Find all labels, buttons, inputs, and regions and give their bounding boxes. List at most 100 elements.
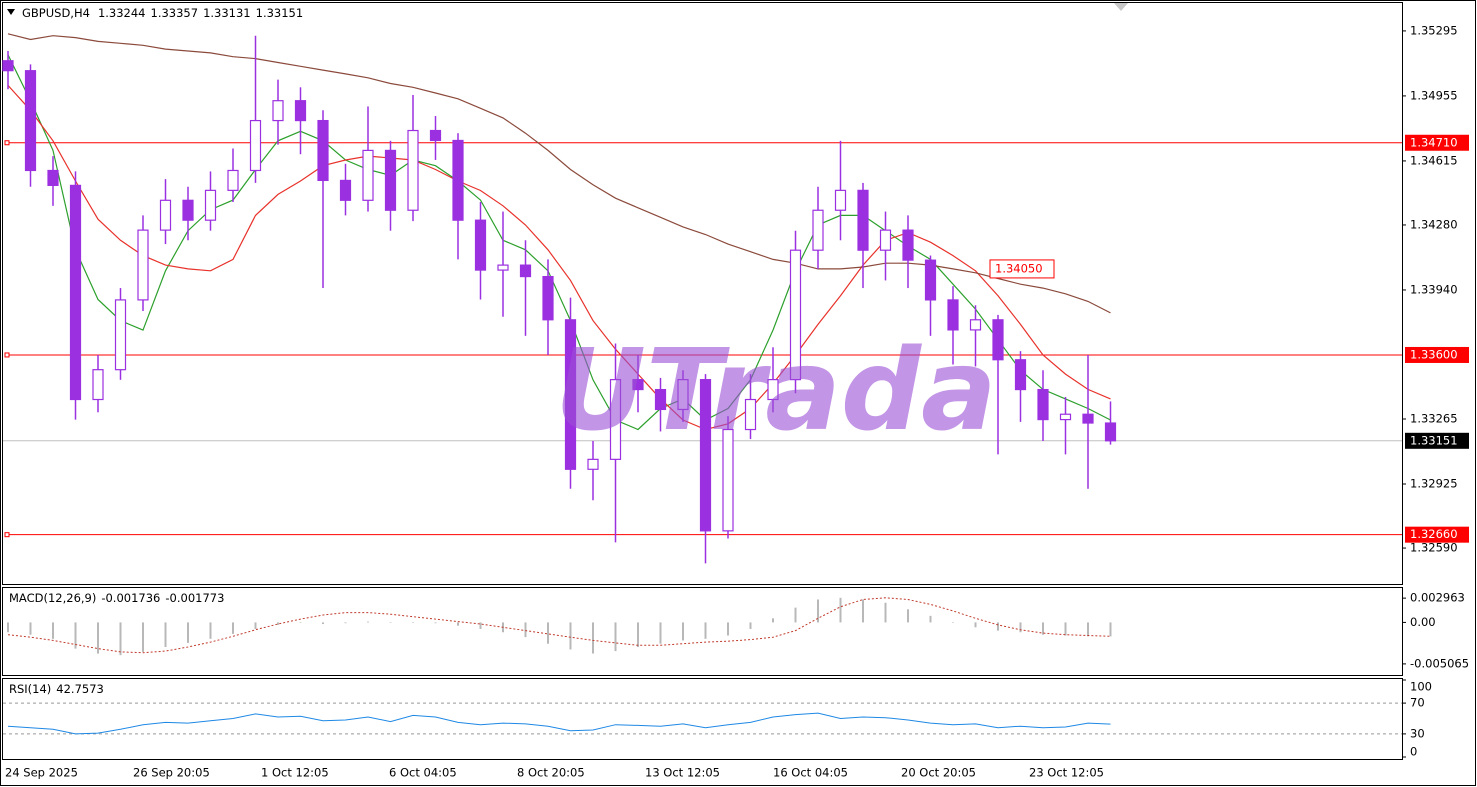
macd-bar	[817, 599, 819, 623]
rsi-header: RSI(14) 42.7573	[9, 682, 104, 696]
candle-body	[159, 199, 172, 231]
macd-bar	[322, 622, 324, 625]
candle-body	[834, 189, 847, 211]
candle-body	[969, 319, 982, 331]
moving-average	[7, 33, 1111, 314]
symbol: GBPUSD,H4	[22, 6, 90, 20]
macd-bar	[974, 622, 977, 628]
macd-bar	[434, 622, 437, 624]
candle-body	[339, 179, 352, 201]
macd-bar	[277, 622, 279, 625]
x-tick-label: 24 Sep 2025	[5, 766, 78, 780]
level-anchor	[4, 532, 10, 538]
level-label-box	[1405, 526, 1469, 543]
close-value: 1.33151	[256, 6, 304, 20]
candle-body	[632, 379, 644, 391]
level-label: 1.33600	[1410, 347, 1458, 361]
macd-bar	[839, 597, 842, 623]
macd-bar	[164, 622, 167, 647]
x-tick-label: 8 Oct 20:05	[517, 766, 585, 780]
candle-body	[857, 189, 869, 251]
x-tick-label: 16 Oct 04:05	[773, 766, 848, 780]
x-tick-label: 20 Oct 20:05	[901, 766, 976, 780]
candle-body	[992, 319, 1004, 361]
candle-body	[69, 184, 82, 401]
x-tick-label: 23 Oct 12:05	[1029, 766, 1104, 780]
macd-bar	[637, 622, 639, 647]
level-label-box	[1405, 134, 1469, 151]
candle-body	[699, 379, 712, 532]
y-tick-label: 0	[1410, 745, 1417, 759]
candle-body	[924, 259, 937, 301]
candle-body	[744, 398, 757, 431]
macd-bar	[142, 622, 144, 652]
candle-body	[677, 379, 689, 411]
macd-main-value: -0.001736	[101, 591, 160, 605]
macd-bar	[254, 622, 257, 629]
candle-body	[47, 169, 59, 186]
y-tick-label: 1.34280	[1410, 217, 1458, 231]
main-layer: 1.35295 1.34955 1.34615 1.34280 1.33940 1.332…	[2, 23, 1469, 780]
macd-bar	[344, 622, 347, 624]
current-price-box	[1405, 432, 1469, 449]
macd-bar	[389, 622, 392, 623]
macd-bar	[569, 622, 572, 650]
macd-bar	[704, 622, 707, 639]
macd-bar	[299, 622, 302, 623]
candle-body	[1059, 413, 1072, 421]
y-tick-label: 1.35295	[1410, 23, 1458, 37]
candle-body	[1104, 422, 1117, 442]
candle-body	[137, 229, 149, 301]
candle-body	[474, 219, 487, 271]
macd-bar	[862, 599, 864, 623]
candle-body	[1082, 413, 1094, 424]
macd-bar	[367, 621, 369, 623]
x-tick-label: 26 Sep 20:05	[133, 766, 210, 780]
rsi-panel	[2, 678, 1403, 760]
macd-bar	[29, 622, 32, 635]
macd-bar	[74, 622, 77, 649]
candle-body	[1037, 388, 1049, 421]
macd-bar	[592, 622, 594, 654]
annotation-label: 1.34050	[995, 261, 1043, 275]
open-value: 1.33244	[98, 6, 146, 20]
macd-bar	[547, 622, 549, 644]
low-value: 1.33131	[203, 6, 251, 20]
candle-body	[452, 139, 464, 221]
candle-body	[947, 299, 959, 331]
y-tick-label: 1.33940	[1410, 282, 1458, 296]
candle-body	[362, 149, 374, 201]
annotation-box	[989, 259, 1055, 279]
candle-body	[249, 119, 262, 172]
candle-body	[902, 229, 914, 261]
candle-body	[1014, 359, 1027, 391]
macd-bar	[997, 622, 999, 631]
candle-body	[519, 264, 532, 278]
macd-bar	[209, 622, 212, 639]
macd-bar	[479, 622, 482, 629]
moving-average	[7, 84, 1111, 431]
rsi-title: RSI(14)	[9, 682, 51, 696]
y-tick-label: 0.00	[1410, 615, 1436, 629]
macd-bar	[7, 622, 9, 633]
candle-body	[654, 388, 667, 411]
candle-body	[497, 264, 509, 271]
candle-body	[114, 299, 127, 371]
macd-bar	[772, 618, 774, 623]
macd-bar	[1064, 622, 1067, 636]
macd-bar	[952, 622, 954, 623]
y-tick-label: 1.34955	[1410, 88, 1458, 102]
candle-body	[609, 379, 622, 460]
candle-body	[564, 319, 577, 470]
macd-title: MACD(12,26,9)	[9, 591, 96, 605]
macd-header: MACD(12,26,9) -0.001736 -0.001773	[9, 591, 224, 605]
y-tick-label: 1.32590	[1410, 541, 1458, 555]
macd-bar	[1042, 622, 1044, 635]
macd-bar	[907, 609, 909, 623]
level-label-box	[1405, 346, 1469, 363]
current-price-label: 1.33151	[1410, 433, 1458, 447]
candle-body	[272, 100, 284, 122]
level-label: 1.34710	[1410, 135, 1458, 149]
macd-signal-value: -0.001773	[165, 591, 224, 605]
